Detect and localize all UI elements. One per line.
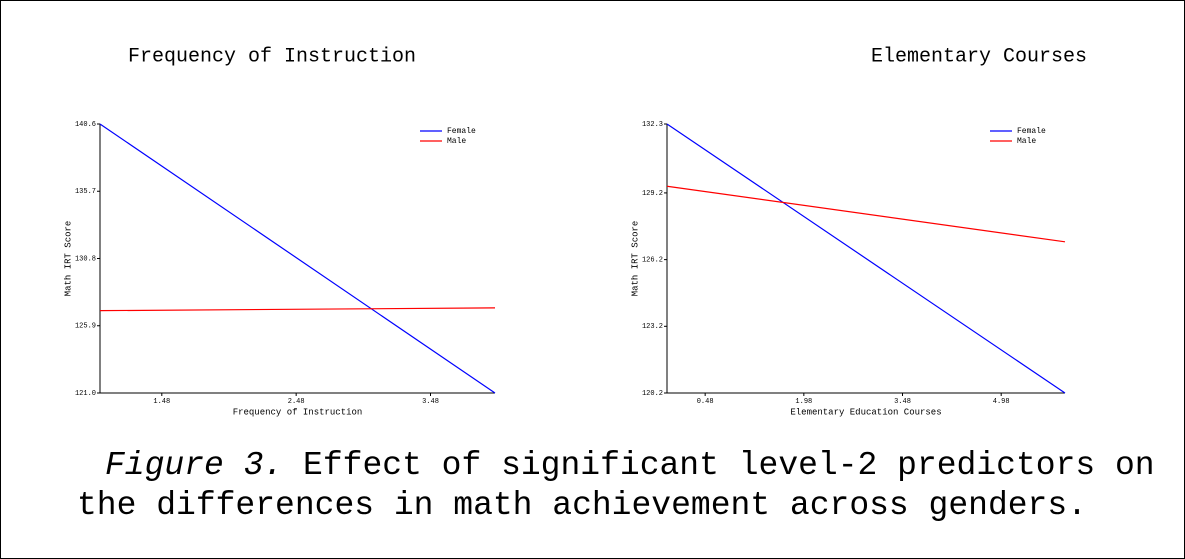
x-axis-label: Frequency of Instruction (233, 407, 363, 417)
x-tick-label: 3.48 (894, 398, 911, 406)
y-tick-label: 132.3 (642, 121, 663, 129)
y-axis-label: Math IRT Score (630, 221, 640, 297)
x-tick-label: 4.98 (993, 398, 1010, 406)
chart-title: Elementary Courses (871, 45, 1087, 68)
line (99, 123, 496, 394)
x-tick-label: 0.48 (697, 398, 714, 406)
y-tick-label: 135.7 (75, 188, 96, 196)
x-tick-label: 2.48 (288, 398, 305, 406)
y-tick-label: 120.2 (642, 390, 663, 398)
legend-label: Male (1017, 137, 1036, 146)
legend-label: Male (447, 137, 466, 146)
y-tick-label: 130.8 (75, 255, 96, 263)
line (666, 185, 1066, 243)
y-tick-label: 125.9 (75, 323, 96, 331)
y-tick-label: 140.6 (75, 121, 96, 129)
y-tick-label: 129.2 (642, 190, 663, 198)
y-tick-label: 126.2 (642, 256, 663, 264)
charts: Frequency of Instruction 121.0 125.9 130.8 1… (63, 45, 1087, 417)
x-tick-label: 1.48 (153, 398, 170, 406)
legend-label: Female (1017, 127, 1046, 136)
y-axis-label: Math IRT Score (63, 221, 73, 297)
legend-label: Female (447, 127, 476, 136)
x-axis-label: Elementary Education Courses (790, 407, 941, 417)
chart-title: Frequency of Instruction (128, 45, 416, 68)
caption-label: Figure 3. (105, 447, 284, 484)
caption-text: Effect of significant level-2 predictors… (77, 447, 1155, 524)
x-tick-label: 1.98 (795, 398, 812, 406)
x-tick-label: 3.48 (422, 398, 439, 406)
caption: Figure 3. Effect of significant level-2 … (77, 446, 1169, 526)
y-tick-label: 121.0 (75, 390, 96, 398)
line (99, 307, 496, 312)
y-tick-label: 123.2 (642, 323, 663, 331)
line (666, 123, 1066, 394)
